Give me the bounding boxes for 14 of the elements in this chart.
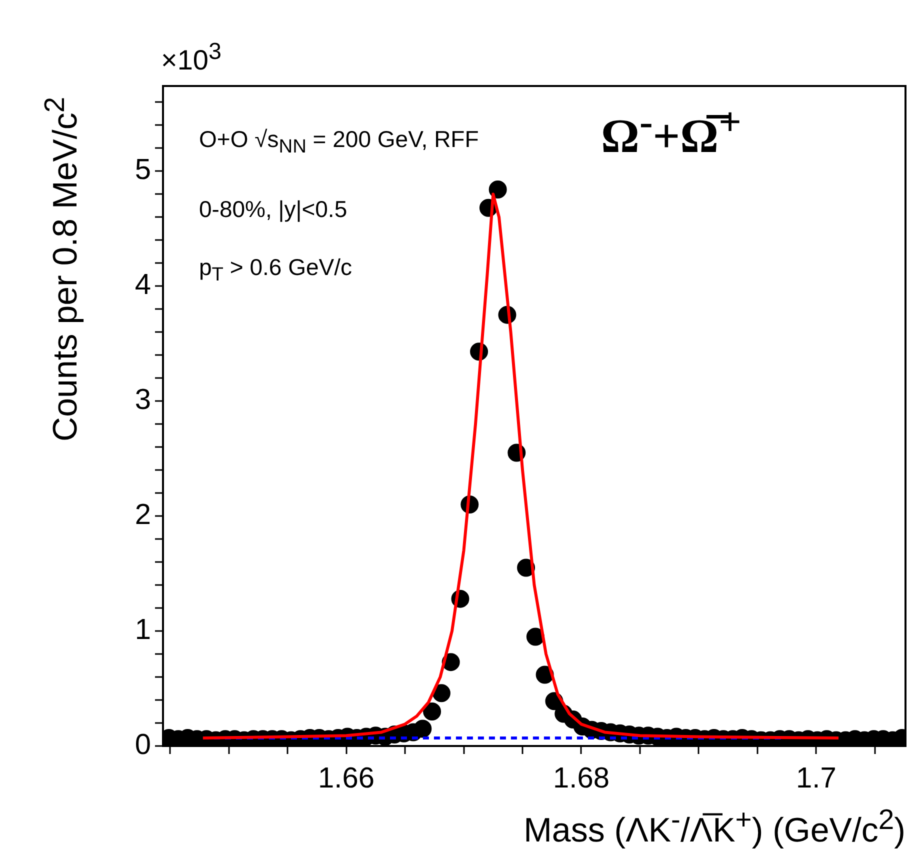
y-tick-label: 5 — [134, 154, 151, 186]
x-tick-label: 1.66 — [318, 762, 374, 794]
y-tick-label: 0 — [134, 729, 151, 761]
y-tick-label: 1 — [134, 614, 151, 646]
y-tick-label: 2 — [134, 499, 151, 532]
annotation: p$_{T}$ > 0.6 GeV/c — [199, 254, 352, 287]
annotation: O+O √s$_{NN}$ = 200 GeV, RFF — [199, 126, 479, 159]
x-tick-label: 1.68 — [553, 762, 610, 794]
text: ×10$^{3}$ — [161, 38, 222, 76]
y-tick-label: 3 — [134, 384, 151, 416]
x-tick-label: 1.7 — [796, 762, 836, 794]
x-axis-title: Mass (ΛK$^{-}$/Λ̅K$^{+}$) (GeV/c$^{2}$) — [524, 804, 906, 850]
annotation: 0-80%, |y|<0.5 — [199, 196, 348, 223]
y-tick-label: 4 — [134, 269, 151, 302]
